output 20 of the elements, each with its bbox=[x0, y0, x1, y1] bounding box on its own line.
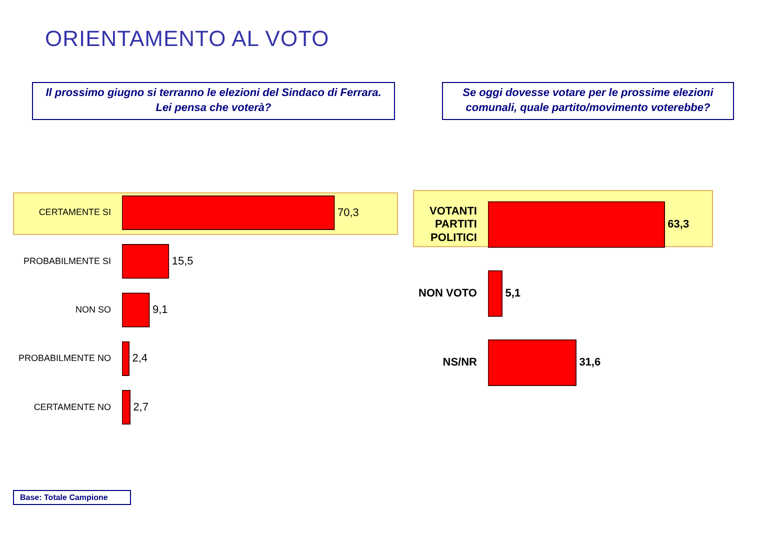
y-tick-label: PROBABILMENTE SI bbox=[23, 256, 111, 266]
text: Base: Totale Campione bbox=[13, 490, 131, 505]
data-label: 31,6 bbox=[579, 356, 601, 369]
y-tick-label: VOTANTI PARTITI POLITICI bbox=[430, 205, 477, 244]
chart-title: ORIENTAMENTO AL VOTO bbox=[45, 26, 330, 52]
y-tick-label: NON VOTO bbox=[418, 288, 478, 300]
chart-subtitle: Il prossimo giugno si terranno le elezioni del Sindaco di Ferrara. Lei pensa che voterà? bbox=[32, 82, 395, 120]
data-label: 2,4 bbox=[132, 352, 148, 365]
data-label: 2,7 bbox=[133, 401, 148, 414]
data-label: 70,3 bbox=[338, 206, 359, 219]
y-tick-label: CERTAMENTE NO bbox=[34, 402, 111, 412]
data-label: 9,1 bbox=[152, 304, 168, 316]
y-tick-label: PROBABILMENTE NO bbox=[18, 353, 111, 364]
chart-title: Se oggi dovesse votare per le prossime elezioni comunali, quale partito/movimento voterebbe? bbox=[442, 82, 734, 120]
data-label: 5,1 bbox=[505, 288, 521, 300]
y-tick-label: NON SO bbox=[75, 304, 111, 314]
y-tick-label: NS/NR bbox=[442, 356, 478, 369]
y-tick-label: CERTAMENTE SI bbox=[38, 207, 111, 218]
data-label: 15,5 bbox=[172, 255, 194, 268]
data-label: 63,3 bbox=[668, 218, 690, 231]
